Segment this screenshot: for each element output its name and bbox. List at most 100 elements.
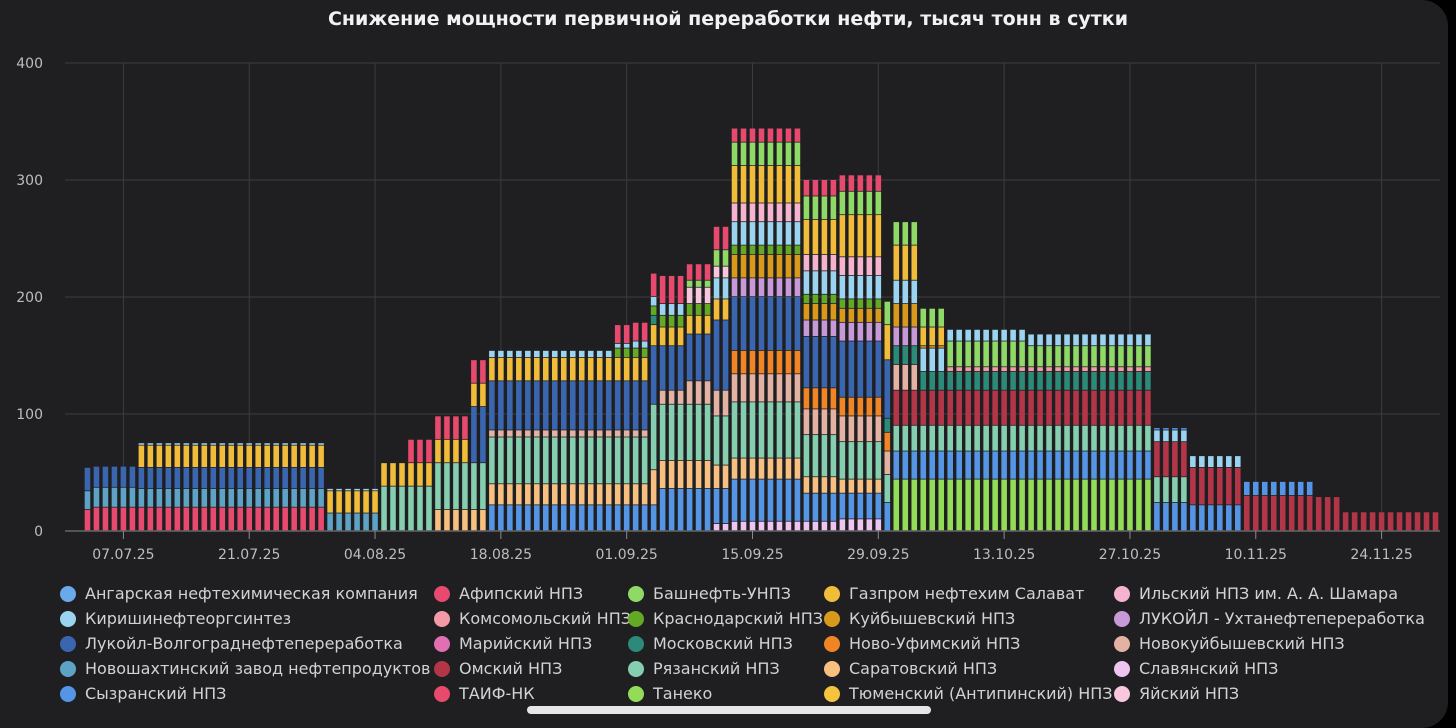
legend-item[interactable]: Славянский НПЗ [1114, 659, 1278, 678]
bar-segment [1208, 467, 1214, 505]
legend-item[interactable]: ЛУКОЙЛ - Ухтанефтепереработка [1114, 609, 1425, 628]
bar-segment [1100, 390, 1106, 425]
bar-segment [767, 350, 774, 374]
bar-segment [875, 341, 882, 397]
bar-segment [704, 404, 711, 460]
bar-segment [767, 165, 774, 203]
legend-label: Танеко [653, 684, 713, 703]
legend-item[interactable]: Ангарская нефтехимическая компания [60, 584, 418, 603]
bar-segment [543, 357, 549, 381]
bar-segment [830, 388, 837, 409]
bar-segment [453, 416, 459, 439]
bar-segment [623, 343, 630, 348]
legend-item[interactable]: Сызранский НПЗ [60, 684, 226, 703]
bar-segment [938, 451, 945, 479]
bar-segment [444, 439, 450, 463]
legend-item[interactable]: Киришинефтеоргсинтез [60, 609, 291, 628]
bar-segment [668, 460, 675, 489]
legend-item[interactable]: Ильский НПЗ им. А. А. Шамара [1114, 584, 1398, 603]
legend-item[interactable]: Тюменский (Антипинский) НПЗ [824, 684, 1113, 703]
bar-segment [956, 479, 962, 531]
legend-item[interactable]: Газпром нефтехим Салават [824, 584, 1084, 603]
bar-segment [875, 299, 882, 308]
legend-item[interactable]: Лукойл-Волгограднефтепереработка [60, 634, 403, 653]
scroll-indicator[interactable] [527, 706, 931, 714]
legend-item[interactable]: Ново-Уфимский НПЗ [824, 634, 1020, 653]
bar-segment [848, 341, 855, 397]
bar-segment [300, 443, 306, 445]
bar-segment [731, 165, 738, 203]
bar-segment [1064, 334, 1070, 346]
bar-segment [525, 437, 531, 484]
bar-segment [740, 350, 747, 374]
legend-item[interactable]: Рязанский НПЗ [628, 659, 780, 678]
bar-segment [525, 505, 531, 531]
bar-segment [516, 357, 522, 381]
bar-segment [695, 287, 702, 304]
bar-segment [273, 443, 279, 445]
bar-segment [156, 443, 163, 445]
bar-segment [147, 507, 154, 531]
bar-segment [830, 294, 837, 304]
bar-segment [1154, 430, 1160, 442]
bar-segment [767, 254, 774, 278]
bar-segment [1118, 390, 1124, 425]
bar-segment [803, 320, 810, 336]
bar-segment [1208, 456, 1214, 468]
legend-item[interactable]: Краснодарский НПЗ [628, 609, 823, 628]
bar-segment [893, 364, 900, 390]
legend-label: Куйбышевский НПЗ [849, 609, 1016, 628]
bar-segment [453, 463, 459, 510]
bar-segment [659, 390, 666, 404]
legend-item[interactable]: Новокуйбышевский НПЗ [1114, 634, 1345, 653]
bar-segment [273, 467, 279, 489]
x-tick-label: 01.09.25 [596, 547, 658, 563]
bar-segment [183, 507, 190, 531]
bar-segment [992, 341, 998, 367]
bar-segment [776, 203, 783, 222]
bar-segment [1073, 346, 1079, 367]
legend-marker [1114, 660, 1130, 677]
bar-segment [929, 327, 936, 346]
bar-segment [1387, 512, 1394, 531]
legend-item[interactable]: Куйбышевский НПЗ [824, 609, 1015, 628]
legend-marker [434, 685, 450, 702]
legend-item[interactable]: Комсомольский НПЗ [434, 609, 631, 628]
bar-segment [498, 437, 504, 484]
bar-segment [309, 467, 315, 489]
bar-segment [596, 505, 603, 531]
legend-item[interactable]: Яйский НПЗ [1114, 684, 1239, 703]
bar-segment [947, 451, 953, 479]
bar-segment [1001, 329, 1007, 341]
legend-item[interactable]: Саратовский НПЗ [824, 659, 997, 678]
bar-segment [543, 437, 549, 484]
legend-item[interactable]: ТАИФ-НК [434, 684, 535, 703]
legend-marker [1114, 635, 1130, 652]
legend-item[interactable]: Танеко [628, 684, 712, 703]
bar-segment [560, 430, 567, 437]
bar-segment [498, 430, 504, 437]
bar-segment [1181, 477, 1187, 503]
bar-segment [399, 463, 405, 486]
bar-segment [534, 505, 540, 531]
legend-item[interactable]: Марийский НПЗ [434, 634, 592, 653]
bar-segment [749, 374, 756, 402]
bar-segment [983, 367, 989, 372]
legend-item[interactable]: Афипский НПЗ [434, 584, 583, 603]
bar-segment [569, 484, 576, 505]
legend-item[interactable]: Новошахтинский завод нефтепродуктов [60, 659, 430, 678]
bar-segment [632, 357, 639, 381]
bar-segment [695, 315, 702, 334]
bar-segment [534, 437, 540, 484]
legend-item[interactable]: Омский НПЗ [434, 659, 562, 678]
bar-segment [902, 245, 909, 280]
bar-segment [1019, 425, 1025, 451]
legend-item[interactable]: Московский НПЗ [628, 634, 793, 653]
bar-segment [1199, 467, 1205, 505]
bar-segment [713, 320, 720, 390]
bar-segment [857, 479, 864, 493]
bar-segment [354, 488, 360, 491]
bar-segment [893, 479, 900, 531]
bar-segment [974, 329, 980, 341]
legend-item[interactable]: Башнефть-УНПЗ [628, 584, 791, 603]
